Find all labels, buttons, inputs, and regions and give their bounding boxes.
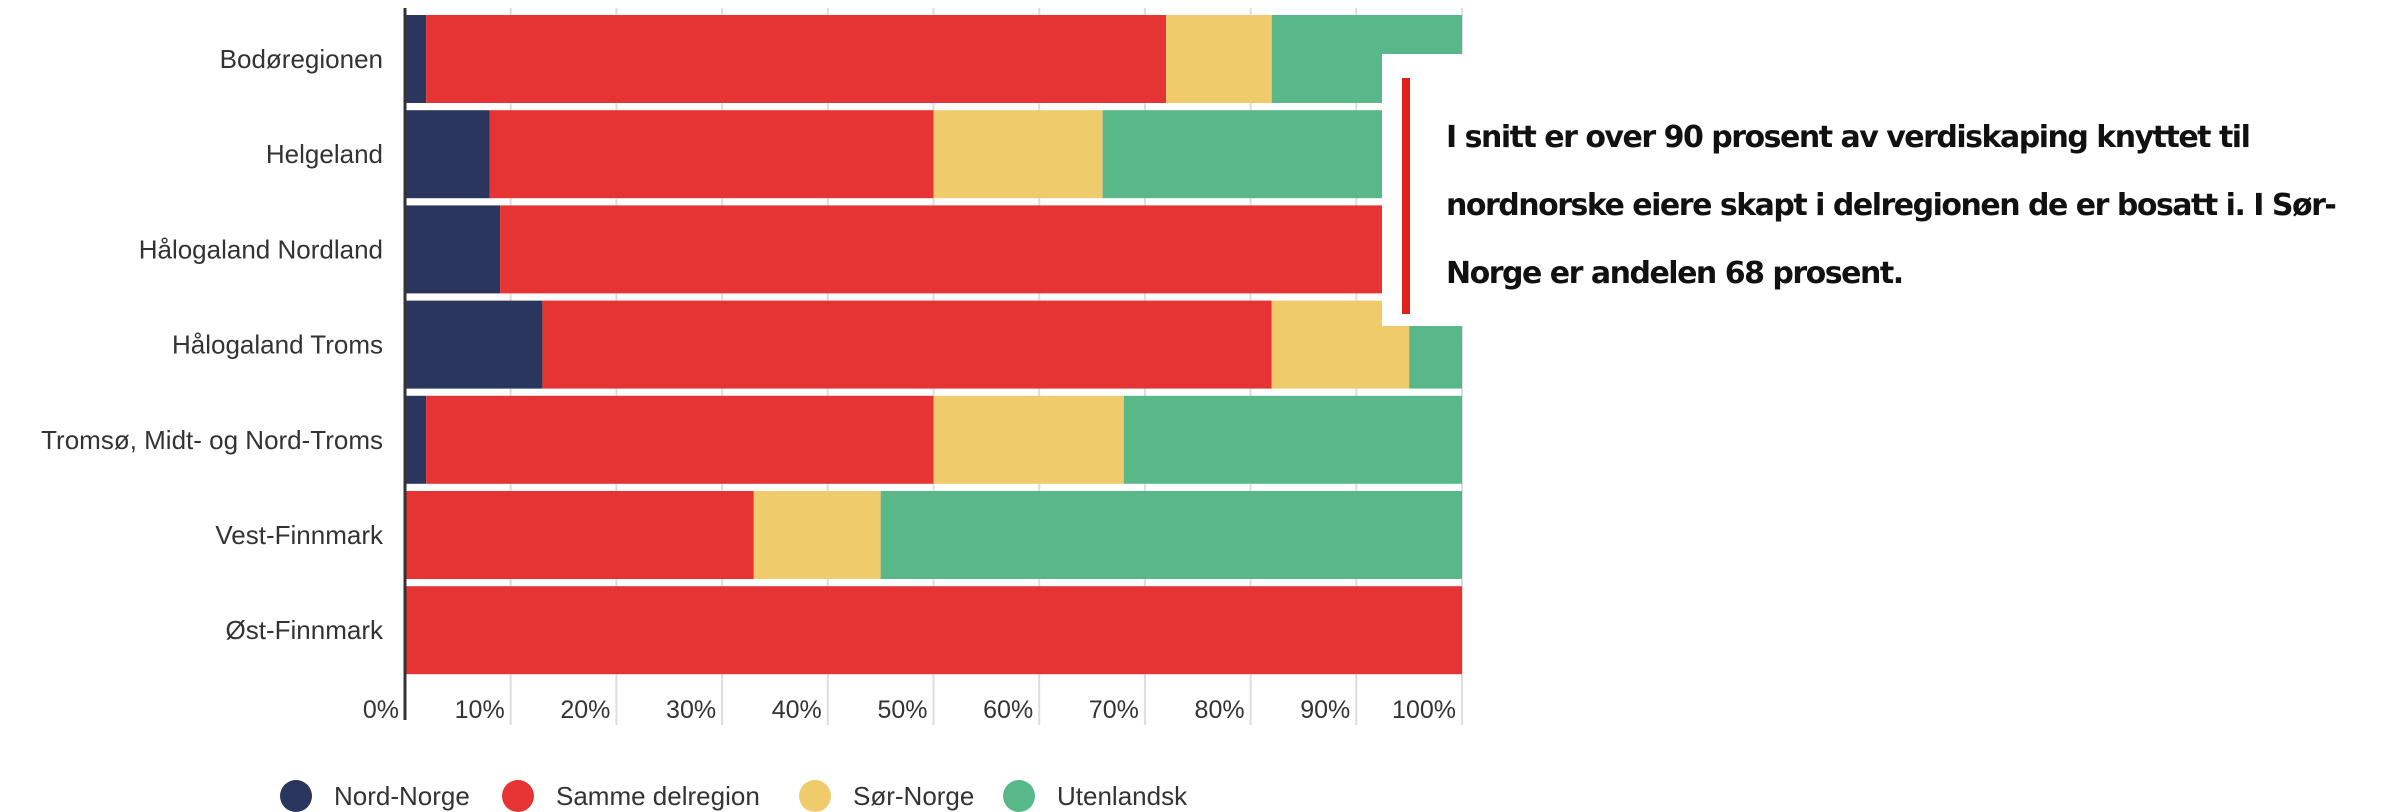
bar-segment — [405, 300, 543, 389]
x-tick-label: 90% — [1300, 696, 1350, 724]
category-label: Bodøregionen — [220, 44, 383, 74]
legend-swatch — [799, 780, 831, 812]
callout-box: I snitt er over 90 prosent av verdiskapi… — [1382, 54, 2392, 326]
legend-label: Utenlandsk — [1057, 781, 1188, 811]
bar-segment — [1123, 395, 1462, 484]
category-label: Helgeland — [266, 139, 383, 169]
x-tick-labels: 0% 10% 20% 30% 40% 50% 60% 70% 80% 90% 100% — [363, 696, 1456, 724]
bar-segment — [405, 15, 427, 103]
category-label: Øst-Finnmark — [226, 615, 384, 645]
x-tick-label: 10% — [455, 696, 505, 724]
bar-segment — [405, 110, 490, 199]
callout-text: I snitt er over 90 prosent av verdiskapi… — [1446, 120, 2337, 291]
bar-segment — [500, 205, 1389, 294]
bar-segment — [489, 110, 934, 199]
legend-swatch — [280, 780, 312, 812]
x-tick-label: 100% — [1392, 696, 1456, 724]
x-tick-label: 70% — [1089, 696, 1139, 724]
bar-segment — [405, 586, 1462, 675]
legend: Nord-Norge Samme delregion Sør-Norge Utenla… — [280, 780, 1188, 812]
bar-segment — [933, 110, 1103, 199]
bar-segment — [880, 491, 1462, 579]
category-label: Vest-Finnmark — [215, 520, 384, 550]
category-label: Tromsø, Midt- og Nord-Troms — [41, 425, 383, 455]
bar-segment — [426, 15, 1167, 103]
bar-segment — [933, 395, 1124, 484]
bar-segment — [405, 395, 427, 484]
category-label: Hålogaland Nordland — [139, 234, 383, 264]
callout-accent-bar — [1402, 78, 1410, 314]
x-tick-label: 30% — [666, 696, 716, 724]
bar-segment — [1166, 15, 1272, 103]
x-tick-label: 0% — [363, 696, 399, 724]
x-tick-label: 40% — [772, 696, 822, 724]
category-labels: Bodøregionen Helgeland Hålogaland Nordland… — [41, 44, 384, 645]
bar-segment — [426, 395, 934, 484]
legend-label: Nord-Norge — [334, 781, 470, 811]
bar-segment — [405, 491, 754, 579]
bar-segment — [405, 205, 501, 294]
legend-label: Sør-Norge — [853, 781, 974, 811]
x-tick-label: 80% — [1195, 696, 1245, 724]
legend-label: Samme delregion — [556, 781, 760, 811]
bar-segment — [753, 491, 881, 579]
category-label: Hålogaland Troms — [172, 330, 383, 360]
bar-segment — [542, 300, 1272, 389]
x-tick-label: 60% — [983, 696, 1033, 724]
legend-swatch — [502, 780, 534, 812]
legend-swatch — [1003, 780, 1035, 812]
bars — [405, 15, 1462, 675]
x-tick-label: 50% — [877, 696, 927, 724]
x-tick-label: 20% — [560, 696, 610, 724]
